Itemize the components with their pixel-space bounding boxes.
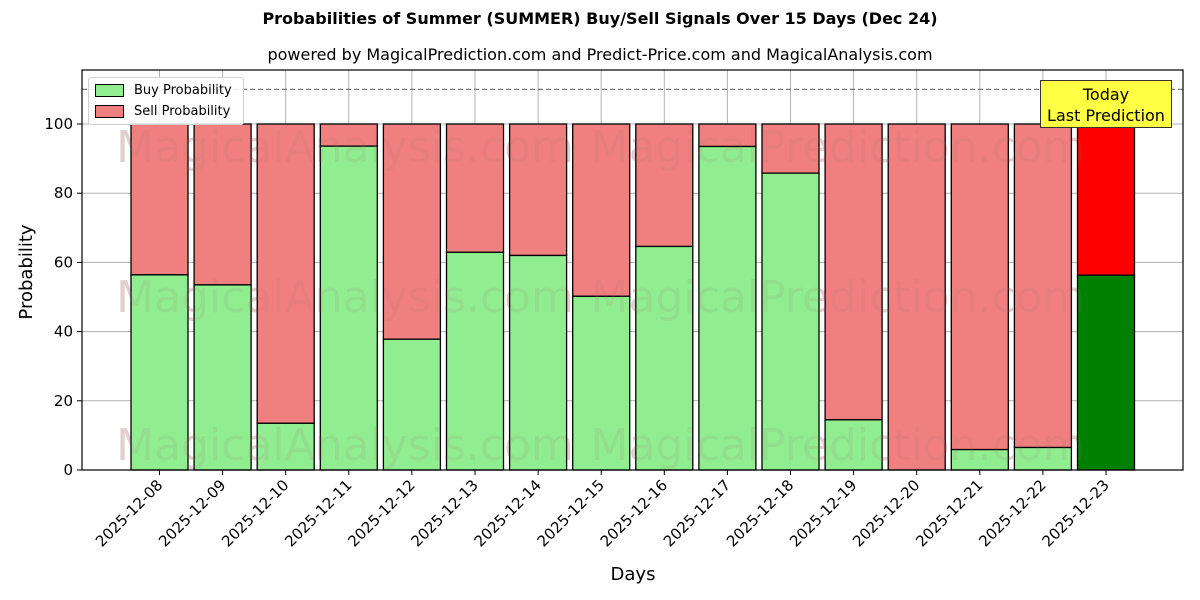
buy-bar — [824, 419, 883, 471]
x-tick-label: 2025-12-16 — [597, 476, 671, 550]
buy-swatch-icon — [95, 83, 124, 97]
annotation-line2: Last Prediction — [1047, 106, 1165, 125]
sell-bar — [824, 123, 883, 421]
x-tick-label: 2025-12-22 — [975, 476, 1049, 550]
x-axis-label: Days — [611, 564, 656, 585]
sell-bar — [130, 123, 189, 276]
buy-bar — [193, 284, 252, 471]
sell-bar — [572, 123, 631, 297]
x-tick-label: 2025-12-19 — [786, 476, 860, 550]
legend-item-sell: Sell Probability — [95, 103, 230, 119]
sell-bar — [1076, 123, 1136, 276]
x-tick-label: 2025-12-10 — [218, 476, 292, 550]
x-tick-label: 2025-12-09 — [155, 476, 229, 550]
y-tick-label: 60 — [54, 253, 73, 271]
x-tick-label: 2025-12-12 — [344, 476, 418, 550]
y-tick-label: 0 — [63, 461, 73, 479]
legend-item-buy: Buy Probability — [95, 82, 232, 98]
buy-bar — [319, 145, 378, 471]
buy-bar — [382, 338, 442, 471]
x-tick-label: 2025-12-08 — [92, 476, 166, 550]
x-tick-label: 2025-12-13 — [407, 476, 481, 550]
axes-frame — [81, 69, 1184, 471]
buy-bar — [130, 274, 189, 471]
y-axis-label: Probability — [16, 224, 37, 319]
buy-bar — [698, 145, 757, 471]
sell-bar — [256, 123, 315, 424]
chart-subtitle: powered by MagicalPrediction.com and Pre… — [267, 45, 933, 64]
watermark-overlay: MagicalPrediction.com — [591, 272, 1086, 323]
bars: MagicalAnalysis.com MagicalPrediction.com… — [116, 122, 1136, 471]
chart-title: Probabilities of Summer (SUMMER) Buy/Sel… — [262, 9, 938, 28]
y-tick-label: 20 — [54, 392, 73, 410]
x-tick-label: 2025-12-11 — [281, 476, 355, 550]
buy-bar — [761, 172, 820, 471]
sell-bar — [445, 123, 505, 254]
x-tick-label: 2025-12-23 — [1038, 476, 1112, 550]
sell-bar — [635, 123, 694, 248]
y-tick-label: 80 — [54, 184, 73, 202]
legend: Buy Probability Sell Probability — [88, 77, 244, 125]
x-tick-label: 2025-12-15 — [534, 476, 608, 550]
y-tick-label: 40 — [54, 323, 73, 341]
legend-buy-label: Buy Probability — [134, 82, 232, 98]
watermark-overlay: MagicalPrediction.com — [591, 420, 1086, 471]
watermark-overlay: MagicalAnalysis.com — [116, 420, 574, 471]
x-tick-label: 2025-12-18 — [723, 476, 797, 550]
watermark-overlay: MagicalAnalysis.com — [116, 272, 574, 323]
annotation-line1: Today — [1082, 85, 1130, 104]
today-annotation: Today Last Prediction — [1040, 80, 1172, 128]
sell-bar — [382, 123, 442, 340]
legend-sell-label: Sell Probability — [134, 103, 231, 119]
x-tick-label: 2025-12-21 — [912, 476, 986, 550]
watermark-overlay: MagicalAnalysis.com — [116, 122, 574, 173]
buy-bar — [508, 254, 568, 471]
sell-swatch-icon — [95, 104, 124, 118]
x-tick-label: 2025-12-17 — [660, 476, 734, 550]
buy-bar — [445, 251, 505, 471]
sell-bar — [508, 123, 568, 257]
x-tick-label: 2025-12-20 — [849, 476, 923, 550]
buy-bar — [572, 295, 631, 471]
sell-bar — [887, 123, 946, 471]
sell-bar — [950, 123, 1009, 451]
y-tick-label: 100 — [44, 115, 73, 133]
buy-bar — [635, 245, 694, 471]
buy-bar — [1076, 274, 1136, 471]
x-tick-label: 2025-12-14 — [471, 476, 545, 550]
sell-bar — [1013, 123, 1073, 449]
buy-bar — [256, 422, 315, 471]
watermark-overlay: MagicalPrediction.com — [591, 122, 1086, 173]
